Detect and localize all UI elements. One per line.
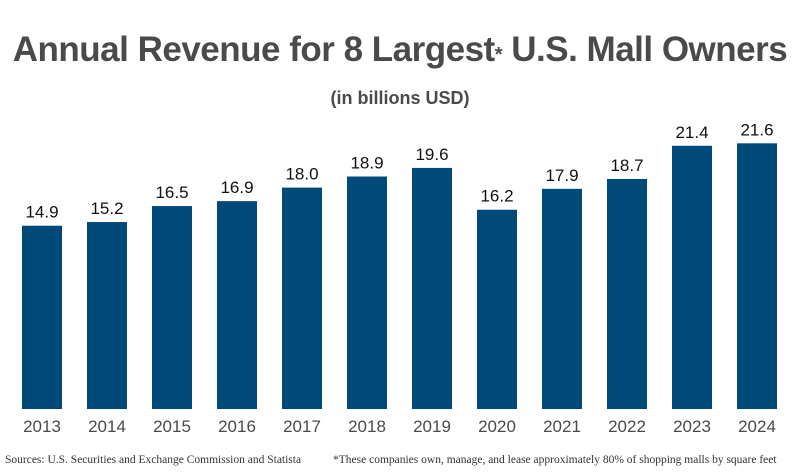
x-tick-label: 2014 — [88, 417, 126, 436]
sources-note: Sources: U.S. Securities and Exchange Co… — [5, 454, 302, 466]
data-label: 18.0 — [285, 165, 318, 184]
x-tick-label: 2015 — [153, 417, 191, 436]
bar-2023 — [672, 145, 712, 409]
title-asterisk: * — [494, 44, 503, 66]
chart-subtitle: (in billions USD) — [330, 88, 470, 108]
x-tick-label: 2021 — [543, 417, 581, 436]
data-label: 19.6 — [415, 145, 448, 164]
bar-2024 — [737, 143, 777, 409]
data-label: 14.9 — [25, 203, 58, 222]
x-tick-label: 2024 — [738, 417, 776, 436]
x-tick-label: 2020 — [478, 417, 516, 436]
bar-2015 — [152, 206, 192, 409]
data-label: 21.6 — [740, 120, 773, 139]
data-label: 16.5 — [155, 183, 188, 202]
bar-2014 — [87, 222, 127, 409]
x-tick-label: 2017 — [283, 417, 321, 436]
bar-2021 — [542, 188, 582, 409]
data-label: 18.9 — [350, 154, 383, 173]
x-tick-label: 2013 — [23, 417, 61, 436]
data-label: 16.2 — [480, 187, 513, 206]
data-label: 21.4 — [675, 123, 708, 142]
bar-2022 — [607, 178, 647, 409]
bar-2013 — [22, 225, 62, 409]
x-tick-label: 2023 — [673, 417, 711, 436]
data-label: 18.7 — [610, 156, 643, 175]
x-tick-label: 2016 — [218, 417, 256, 436]
footnote: *These companies own, manage, and lease … — [333, 454, 777, 466]
data-label: 16.9 — [220, 178, 253, 197]
bar-2019 — [412, 167, 452, 409]
x-tick-label: 2018 — [348, 417, 386, 436]
data-label: 15.2 — [90, 199, 123, 218]
title-rest: U.S. Mall Owners — [502, 30, 788, 69]
chart-title: Annual Revenue for 8 Largest* U.S. Mall … — [0, 30, 800, 70]
x-tick-label: 2022 — [608, 417, 646, 436]
x-tick-label: 2019 — [413, 417, 451, 436]
bar-2016 — [217, 201, 257, 409]
bar-2018 — [347, 176, 387, 409]
bar-2017 — [282, 187, 322, 409]
data-label: 17.9 — [545, 166, 578, 185]
title-main: Annual Revenue for 8 Largest — [12, 30, 495, 69]
bar-2020 — [477, 209, 517, 409]
